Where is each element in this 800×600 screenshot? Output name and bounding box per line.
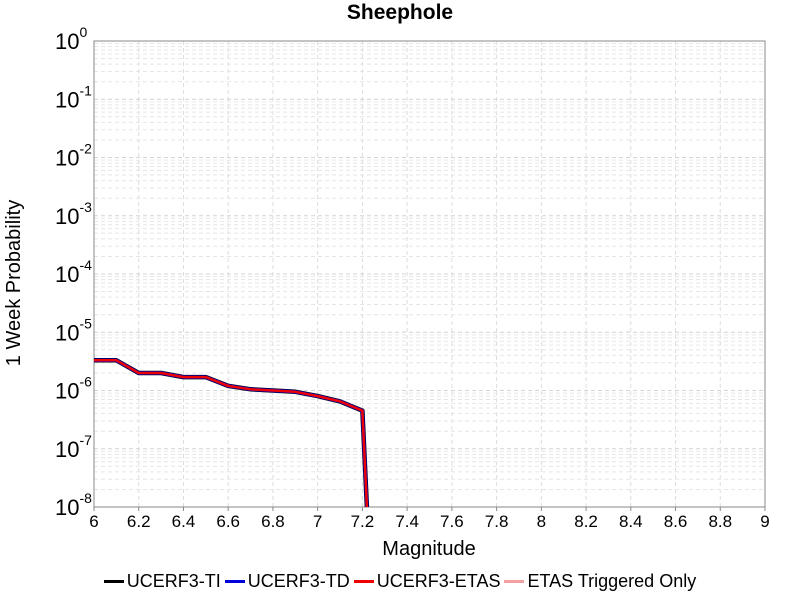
legend: UCERF3-TI UCERF3-TD UCERF3-ETAS ETAS Trigge… — [0, 568, 800, 594]
y-tick-base: 10 — [55, 146, 79, 171]
y-tick-base: 10 — [55, 29, 79, 54]
x-tick-label: 8 — [537, 512, 546, 531]
x-tick-label: 7.6 — [440, 512, 464, 531]
series-layer — [94, 358, 370, 508]
y-tick-label: 10-8 — [55, 490, 92, 520]
y-tick-exponent: -1 — [79, 82, 92, 98]
x-tick-label: 7 — [313, 512, 322, 531]
y-tick-label: 10-7 — [55, 432, 92, 462]
legend-label: UCERF3-ETAS — [376, 570, 501, 591]
legend-swatch — [353, 579, 374, 583]
y-tick-label: 10-3 — [55, 199, 92, 229]
y-tick-label: 100 — [55, 24, 87, 54]
y-tick-exponent: -5 — [79, 315, 92, 331]
y-tick-label: 10-5 — [55, 315, 92, 345]
y-tick-exponent: -4 — [79, 257, 92, 273]
x-tick-label: 8.8 — [708, 512, 732, 531]
y-tick-exponent: -7 — [79, 432, 92, 448]
plot-area — [93, 40, 766, 508]
y-tick-base: 10 — [55, 87, 79, 112]
y-tick-exponent: -6 — [79, 374, 92, 390]
x-tick-label: 6.4 — [172, 512, 196, 531]
y-tick-exponent: -2 — [79, 141, 92, 157]
y-tick-base: 10 — [55, 495, 79, 520]
y-tick-base: 10 — [55, 204, 79, 229]
x-tick-label: 9 — [760, 512, 769, 531]
grid — [93, 41, 766, 508]
x-tick-label: 6.6 — [216, 512, 240, 531]
x-tick-label: 6.2 — [127, 512, 151, 531]
legend-label: UCERF3-TI — [126, 570, 221, 591]
legend-swatch — [224, 579, 245, 583]
x-tick-label: 7.4 — [395, 512, 419, 531]
legend-swatch — [103, 579, 124, 583]
y-tick-base: 10 — [55, 320, 79, 345]
chart-title: Sheephole — [347, 1, 453, 24]
y-tick-base: 10 — [55, 437, 79, 462]
legend-item: UCERF3-TD — [224, 570, 350, 592]
legend-item: ETAS Triggered Only — [504, 571, 696, 592]
x-axis-label: Magnitude — [382, 538, 475, 560]
legend-label: UCERF3-TD — [247, 570, 350, 591]
legend-label: ETAS Triggered Only — [527, 570, 697, 591]
x-tick-label: 8.4 — [619, 512, 643, 531]
x-tick-label: 6.8 — [261, 512, 285, 531]
y-tick-label: 10-4 — [55, 257, 92, 287]
series-line-ucerf3-etas — [94, 359, 369, 508]
x-tick-label: 6 — [89, 512, 98, 531]
legend-item: UCERF3-ETAS — [353, 570, 501, 592]
y-tick-exponent: -3 — [79, 199, 92, 215]
y-tick-label: 10-6 — [55, 374, 92, 404]
x-tick-label: 8.2 — [574, 512, 598, 531]
series-line-ucerf3-ti — [94, 358, 370, 508]
x-tick-label: 7.2 — [351, 512, 375, 531]
legend-swatch — [504, 579, 525, 583]
x-tick-label: 7.8 — [485, 512, 509, 531]
y-tick-label: 10-1 — [55, 82, 92, 112]
series-line-ucerf3-td — [94, 358, 369, 508]
x-tick-label: 8.6 — [664, 512, 688, 531]
y-tick-exponent: -8 — [79, 490, 92, 506]
y-axis-label: 1 Week Probability — [3, 200, 25, 366]
y-tick-base: 10 — [55, 262, 79, 287]
x-axis-ticks: 6 6.2 6.4 6.6 6.8 7 7.2 7.4 7.6 7.8 8 8.2 8.4 8.6 8.8 9 — [89, 507, 770, 531]
y-tick-base: 10 — [55, 379, 79, 404]
legend-item: UCERF3-TI — [103, 570, 221, 592]
y-tick-label: 10-2 — [55, 141, 92, 171]
chart: Sheephole 6 6.2 6.4 6.6 6.8 7 7.2 7.4 7.6 7.8 8 8.2… — [3, 1, 770, 560]
y-tick-exponent: 0 — [79, 24, 87, 40]
